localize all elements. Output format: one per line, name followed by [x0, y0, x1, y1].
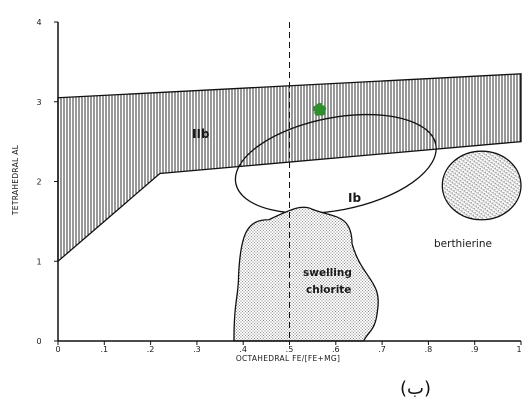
- x-tick-label: .7: [378, 345, 386, 354]
- x-tick-label: .6: [332, 345, 340, 354]
- y-tick-label: 2: [36, 178, 41, 187]
- region-label-chlorite: chlorite: [306, 284, 351, 296]
- x-tick-label: .4: [239, 345, 247, 354]
- x-tick-label: .2: [147, 345, 155, 354]
- x-tick-label: 1: [516, 345, 521, 354]
- y-tick-label: 3: [36, 98, 41, 107]
- x-tick-label: .9: [471, 345, 479, 354]
- x-tick-label: 0: [55, 345, 60, 354]
- region-swelling-chlorite: [233, 206, 379, 342]
- region-label-swelling: swelling: [303, 267, 352, 279]
- y-axis-label: TETRAHEDRAL AL: [11, 144, 20, 216]
- y-tick-label: 4: [36, 18, 41, 27]
- region-label-iib: IIb: [192, 127, 210, 141]
- data-point: [312, 102, 327, 116]
- region-berthierine: [441, 150, 522, 221]
- region-ib: [234, 113, 437, 214]
- y-tick-label: 1: [36, 257, 41, 266]
- x-tick-label: .5: [286, 345, 294, 354]
- y-tick-label: 0: [36, 337, 41, 346]
- region-label-ib: Ib: [348, 191, 361, 205]
- x-tick-label: .1: [100, 345, 108, 354]
- region-label-swelling-chlorite: swelling chlorite: [303, 267, 356, 296]
- x-tick-label: .8: [425, 345, 433, 354]
- figure-caption: (ب): [400, 378, 432, 399]
- region-label-berthierine: berthierine: [434, 238, 492, 250]
- x-tick-label: .3: [193, 345, 201, 354]
- x-axis-label: OCTAHEDRAL FE/[FE+MG]: [236, 354, 340, 363]
